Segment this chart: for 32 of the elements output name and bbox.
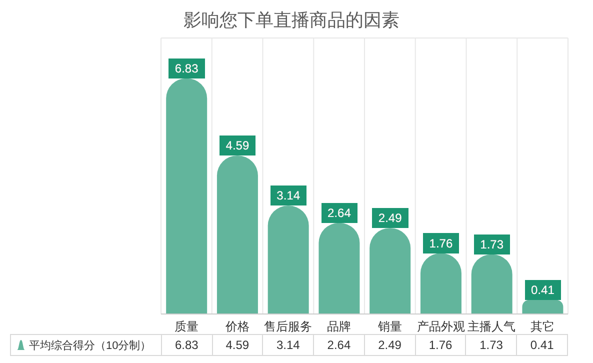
data-label: 0.41 <box>531 282 555 297</box>
data-label: 4.59 <box>226 138 250 153</box>
x-tick-label: 售后服务 <box>264 320 312 334</box>
bar <box>318 222 360 314</box>
text: 2.49 <box>364 335 416 355</box>
data-label: 1.76 <box>429 236 453 250</box>
x-tick-label: 品牌 <box>327 320 352 334</box>
x-tick-label: 产品外观 <box>416 320 465 334</box>
text: 6.83 <box>162 335 213 355</box>
data-label: 2.49 <box>378 211 402 226</box>
bar <box>216 156 258 314</box>
text: 3.14 <box>263 335 314 355</box>
chart-title: 影响您下单直播商品的因素 <box>182 9 400 32</box>
text: 2.64 <box>314 335 365 355</box>
data-label: 2.64 <box>328 206 352 220</box>
x-tick-label: 价格 <box>224 320 250 334</box>
text: 4.59 <box>212 335 264 355</box>
x-tick-label: 质量 <box>174 320 198 334</box>
bar <box>370 228 411 314</box>
bar <box>268 206 309 314</box>
x-tick-label: 销量 <box>376 320 402 334</box>
data-label: 3.14 <box>276 188 300 203</box>
legend-label: 平均综合得分（10分制） <box>29 338 152 352</box>
x-tick-label: 主播人气 <box>468 320 516 334</box>
text: 1.76 <box>416 335 466 355</box>
bar <box>522 300 564 314</box>
bar <box>166 78 208 314</box>
text: 1.73 <box>466 335 518 355</box>
text: 0.41 <box>517 335 568 355</box>
data-label: 6.83 <box>174 61 199 76</box>
x-tick-label: 其它 <box>530 320 555 334</box>
data-label: 1.73 <box>480 237 504 252</box>
